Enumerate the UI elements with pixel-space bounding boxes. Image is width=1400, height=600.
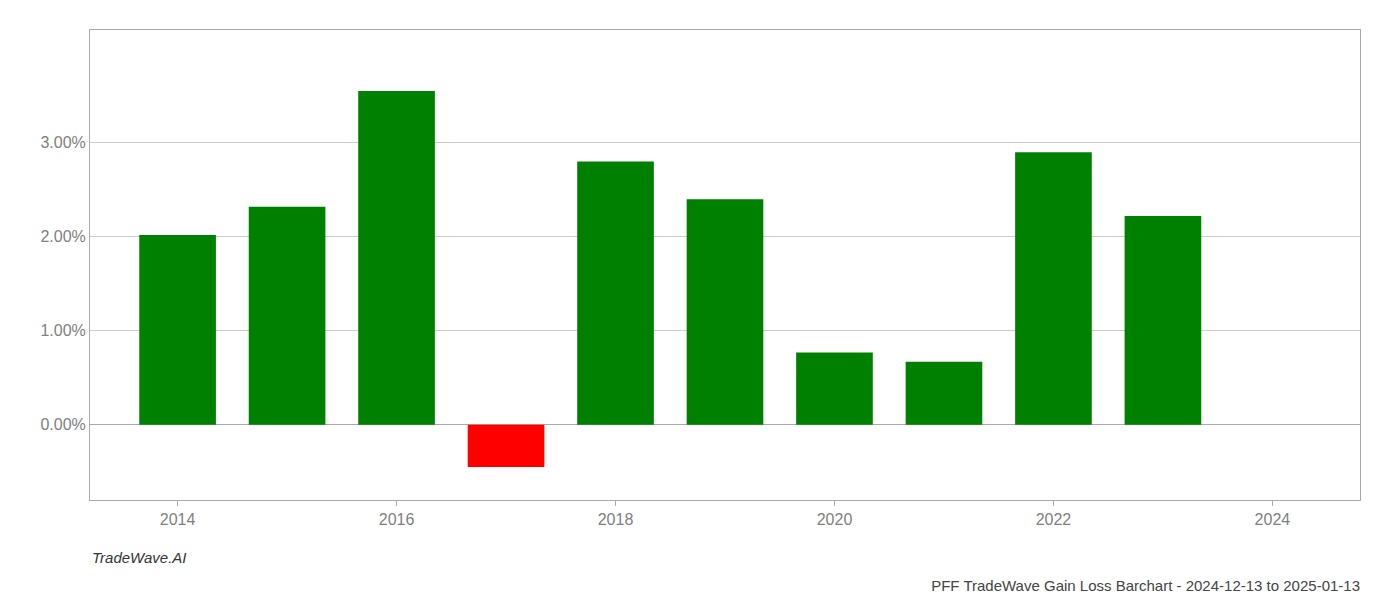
svg-text:TradeWave.AI: TradeWave.AI [92, 549, 186, 566]
svg-text:2018: 2018 [598, 511, 634, 528]
svg-text:3.00%: 3.00% [40, 134, 85, 151]
svg-text:2020: 2020 [817, 511, 853, 528]
svg-text:1.00%: 1.00% [40, 322, 85, 339]
svg-text:2022: 2022 [1036, 511, 1072, 528]
svg-text:0.00%: 0.00% [40, 416, 85, 433]
svg-text:2.00%: 2.00% [40, 228, 85, 245]
svg-text:2014: 2014 [160, 511, 196, 528]
svg-text:2016: 2016 [379, 511, 415, 528]
svg-text:2024: 2024 [1255, 511, 1291, 528]
svg-text:PFF TradeWave Gain Loss Barcha: PFF TradeWave Gain Loss Barchart - 2024-… [931, 577, 1360, 594]
